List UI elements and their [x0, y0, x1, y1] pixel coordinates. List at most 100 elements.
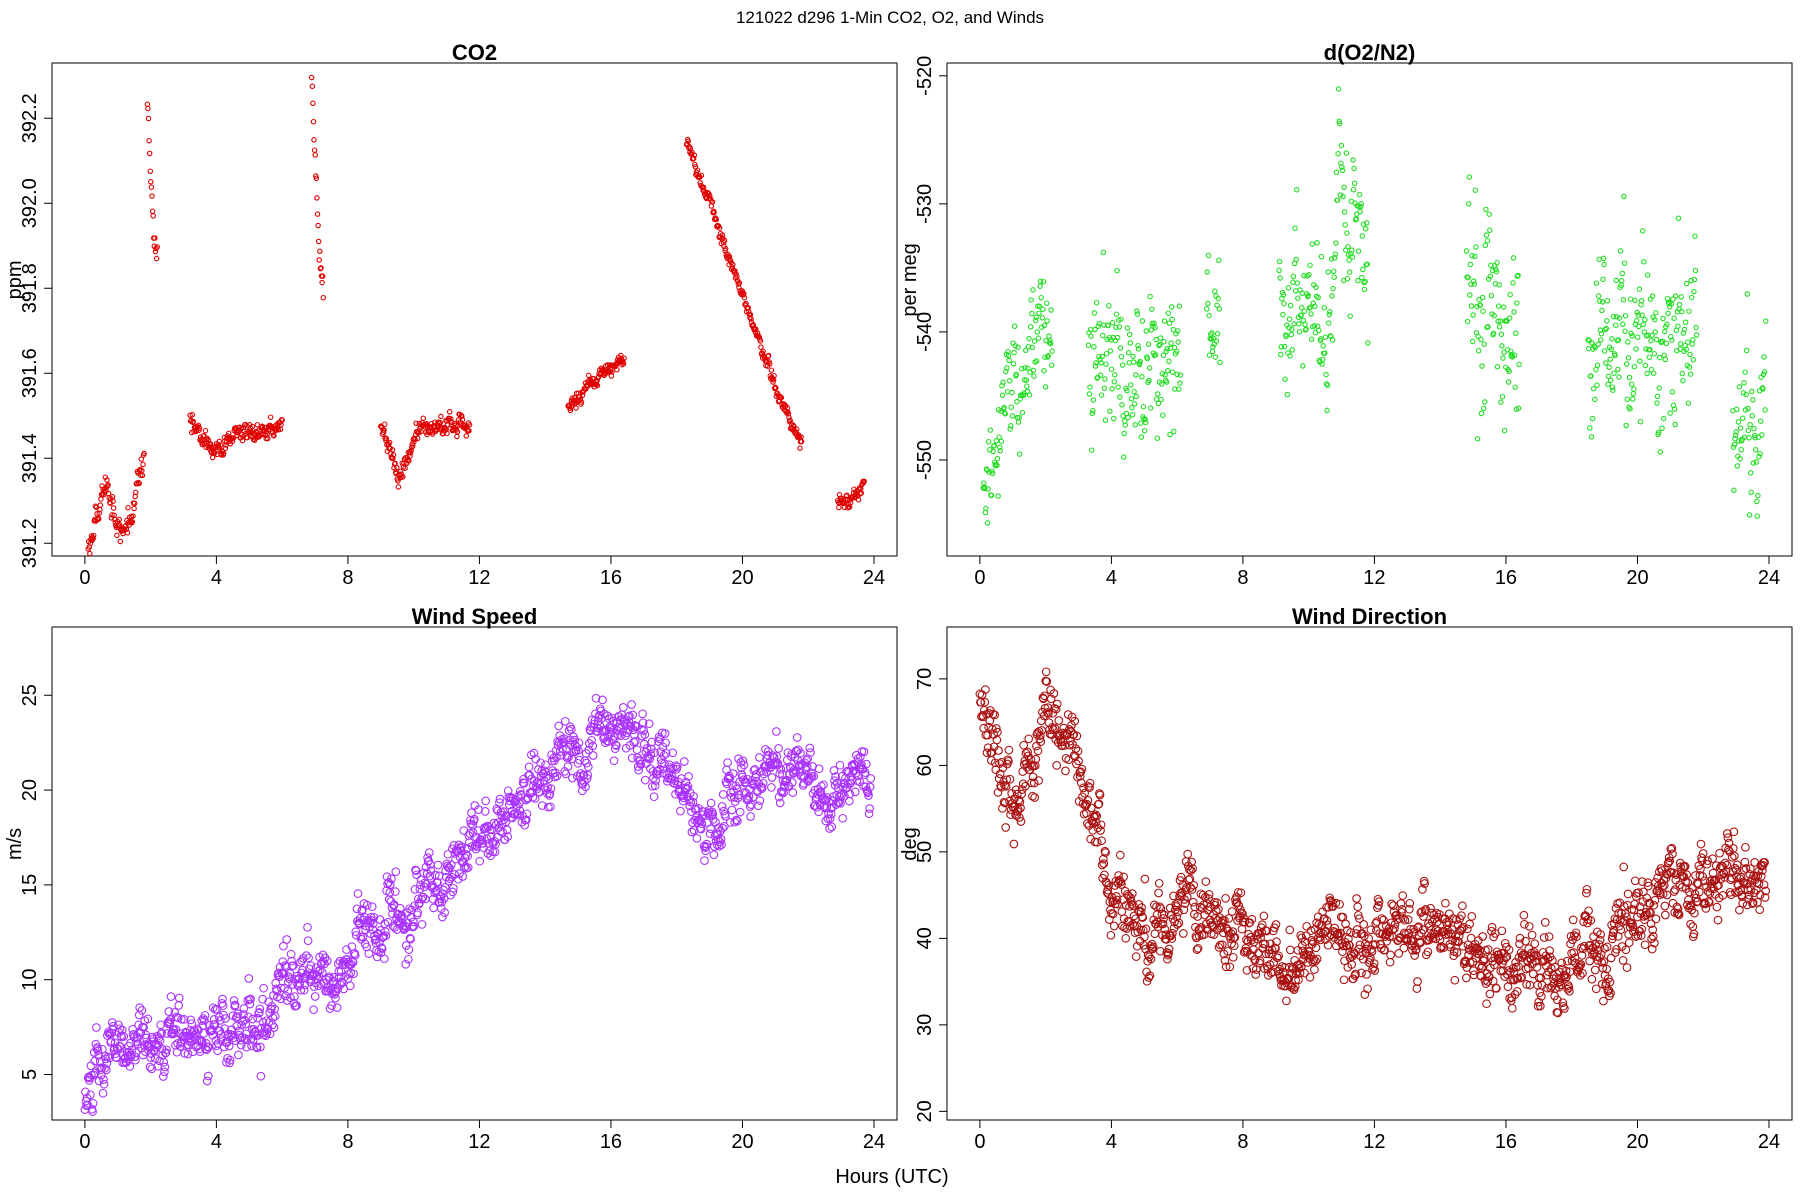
data-point [1743, 391, 1749, 398]
data-point [1351, 969, 1360, 979]
data-point [1673, 904, 1683, 914]
data-point [1543, 954, 1553, 964]
data-point [311, 147, 318, 153]
data-point [793, 426, 800, 433]
data-point [1016, 803, 1025, 813]
data-point [1091, 818, 1101, 827]
data-point [673, 780, 683, 790]
data-point [735, 281, 742, 287]
data-point [1143, 328, 1150, 334]
data-point [1497, 318, 1504, 324]
data-point [1650, 938, 1659, 948]
data-point [292, 1001, 301, 1010]
data-point [1085, 778, 1095, 788]
data-point [1594, 382, 1600, 388]
data-point [1480, 308, 1486, 314]
data-point [541, 760, 550, 770]
data-point [609, 369, 615, 375]
data-point [1740, 390, 1747, 396]
data-point [1467, 261, 1474, 268]
data-point [1335, 86, 1342, 92]
data-point [1534, 973, 1544, 983]
data-point [1205, 300, 1211, 307]
data-point [251, 1027, 260, 1037]
data-point [1221, 962, 1231, 972]
data-point [1287, 982, 1296, 992]
data-point [1168, 304, 1175, 310]
y-tick-label: 391.6 [19, 348, 41, 398]
data-point [1752, 434, 1758, 441]
data-point [255, 1004, 265, 1014]
data-point [1364, 934, 1374, 943]
data-point [313, 175, 320, 182]
data-point [1745, 427, 1752, 434]
data-point [1634, 309, 1640, 316]
data-point [1122, 422, 1129, 428]
data-point [1659, 338, 1666, 344]
data-point [1410, 951, 1420, 960]
data-point [1656, 354, 1663, 361]
data-point [1293, 945, 1303, 955]
data-point [1656, 864, 1666, 873]
data-point [1019, 740, 1029, 750]
data-point [1357, 968, 1366, 978]
data-point [1351, 929, 1361, 938]
data-point [1680, 377, 1686, 384]
data-point [1515, 405, 1522, 412]
data-point [1363, 984, 1372, 994]
data-point [1094, 799, 1104, 809]
data-point [514, 799, 524, 808]
data-point [1634, 888, 1643, 897]
data-point [1469, 252, 1475, 259]
y-axis-label: per meg [899, 243, 921, 316]
data-point [1657, 449, 1664, 455]
data-point [1179, 905, 1189, 915]
x-tick-label: 16 [1495, 1131, 1517, 1153]
data-point [407, 453, 413, 459]
data-point [624, 717, 634, 726]
data-point [1096, 353, 1102, 360]
data-point [239, 1010, 248, 1019]
data-point [242, 1035, 252, 1044]
data-point [1470, 312, 1476, 318]
data-point [993, 438, 1000, 444]
data-point [220, 1014, 230, 1023]
data-point [1478, 410, 1485, 417]
data-point [1112, 372, 1118, 378]
data-point [1714, 880, 1723, 890]
data-point [1646, 908, 1655, 918]
data-point [1005, 348, 1011, 355]
data-point [997, 757, 1007, 767]
data-point [1477, 302, 1484, 308]
data-point [1664, 295, 1671, 302]
data-point [1731, 487, 1737, 494]
data-point [1006, 378, 1013, 384]
data-point [1754, 879, 1764, 889]
data-point [850, 787, 860, 797]
x-tick-label: 24 [863, 1131, 885, 1153]
data-point [1620, 297, 1627, 303]
data-point [611, 741, 621, 750]
data-point [143, 1014, 153, 1024]
data-point [1022, 365, 1028, 371]
data-point [1030, 287, 1036, 293]
data-point [1660, 901, 1670, 911]
x-tick-label: 12 [468, 1131, 490, 1153]
data-point [314, 211, 321, 217]
data-point [1335, 899, 1344, 909]
data-point [1041, 667, 1051, 677]
data-point [1370, 966, 1380, 975]
data-point [1188, 897, 1198, 907]
data-point [1512, 987, 1522, 996]
data-point [1298, 304, 1305, 311]
data-point [1335, 150, 1341, 157]
data-point [797, 445, 803, 451]
data-point [1041, 367, 1047, 374]
data-point [101, 1054, 111, 1064]
data-point [1131, 952, 1141, 961]
data-point [1590, 965, 1600, 975]
data-point [1113, 311, 1120, 317]
data-point [1285, 285, 1292, 291]
data-point [425, 871, 435, 881]
data-point [1497, 926, 1507, 936]
